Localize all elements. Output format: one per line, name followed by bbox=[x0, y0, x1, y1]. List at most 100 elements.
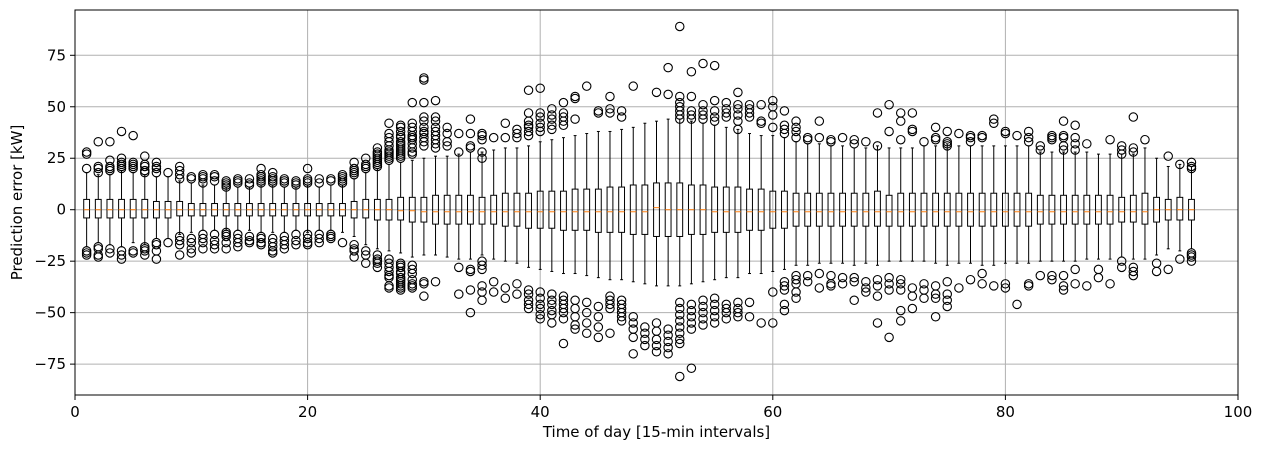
box-group bbox=[349, 157, 359, 262]
outlier-point bbox=[407, 143, 418, 153]
outlier-point bbox=[349, 252, 359, 262]
box-group bbox=[593, 106, 604, 343]
outlier-point bbox=[802, 270, 813, 281]
outlier-point bbox=[605, 328, 615, 338]
box-group bbox=[442, 122, 452, 258]
outlier-point bbox=[174, 235, 185, 246]
outlier-point bbox=[756, 118, 766, 128]
outlier-point bbox=[977, 130, 987, 141]
outlier-point bbox=[965, 137, 976, 147]
outlier-point bbox=[861, 277, 871, 287]
box-group bbox=[919, 137, 929, 303]
box-group bbox=[826, 134, 836, 291]
box-group bbox=[477, 128, 487, 306]
outlier-point bbox=[663, 62, 673, 73]
box bbox=[978, 192, 986, 227]
box bbox=[560, 190, 567, 231]
outlier-point bbox=[512, 128, 522, 139]
outlier-point bbox=[907, 126, 918, 137]
y-tick-label: 25 bbox=[47, 149, 66, 167]
box bbox=[83, 198, 91, 219]
outlier-point bbox=[407, 264, 418, 275]
outlier-point bbox=[233, 242, 243, 252]
outlier-point bbox=[395, 262, 406, 273]
outlier-point bbox=[593, 332, 604, 343]
outlier-point bbox=[547, 120, 557, 131]
outlier-point bbox=[128, 248, 138, 258]
outlier-point bbox=[477, 287, 487, 297]
outlier-point bbox=[105, 244, 115, 254]
outlier-point bbox=[663, 330, 673, 341]
outlier-point bbox=[930, 289, 941, 299]
outlier-point bbox=[512, 279, 522, 289]
outlier-point bbox=[1186, 163, 1197, 174]
outlier-point bbox=[267, 178, 278, 188]
outlier-point bbox=[186, 233, 197, 244]
box bbox=[397, 196, 405, 221]
box bbox=[478, 196, 486, 225]
outlier-point bbox=[198, 174, 208, 184]
box bbox=[408, 196, 416, 223]
outlier-point bbox=[733, 99, 743, 110]
box bbox=[141, 198, 149, 219]
box-group bbox=[1023, 126, 1034, 291]
outlier-point bbox=[151, 246, 162, 256]
outlier-point bbox=[454, 147, 464, 157]
outlier-point bbox=[465, 307, 476, 318]
outlier-point bbox=[605, 108, 615, 118]
outlier-point bbox=[407, 149, 418, 159]
outlier-point bbox=[186, 174, 197, 184]
outlier-point bbox=[163, 167, 173, 178]
outlier-point bbox=[570, 295, 580, 306]
outlier-point bbox=[640, 322, 650, 332]
box bbox=[571, 188, 579, 231]
outlier-point bbox=[814, 132, 825, 143]
outlier-point bbox=[744, 108, 755, 118]
outlier-point bbox=[581, 297, 592, 308]
box bbox=[653, 182, 660, 237]
outlier-point bbox=[872, 274, 883, 285]
outlier-point bbox=[407, 97, 418, 108]
box bbox=[629, 184, 637, 235]
box-group bbox=[942, 126, 952, 312]
outlier-point bbox=[698, 320, 708, 330]
outlier-point bbox=[244, 174, 255, 184]
outlier-point bbox=[384, 281, 394, 291]
box-group bbox=[640, 122, 650, 351]
box-group bbox=[140, 151, 150, 260]
outlier-point bbox=[698, 295, 708, 306]
outlier-point bbox=[884, 332, 894, 343]
outlier-point bbox=[721, 303, 732, 314]
box bbox=[501, 192, 509, 227]
box-group bbox=[337, 169, 348, 248]
outlier-point bbox=[186, 248, 197, 258]
outlier-point bbox=[419, 97, 429, 108]
outlier-point bbox=[709, 95, 720, 106]
y-tick-label: 0 bbox=[56, 201, 66, 219]
box-group bbox=[1163, 151, 1173, 275]
box bbox=[118, 198, 125, 219]
outlier-point bbox=[116, 163, 127, 174]
outlier-point bbox=[1012, 130, 1022, 141]
box bbox=[467, 194, 474, 225]
outlier-point bbox=[326, 176, 336, 186]
outlier-point bbox=[419, 112, 429, 122]
outlier-point bbox=[1070, 264, 1080, 275]
outlier-point bbox=[733, 87, 743, 98]
outlier-point bbox=[535, 287, 545, 297]
box bbox=[94, 198, 102, 219]
box-group bbox=[721, 97, 732, 324]
box-group bbox=[221, 176, 231, 254]
outlier-point bbox=[930, 122, 941, 133]
outlier-point bbox=[1093, 272, 1104, 283]
outlier-point bbox=[791, 132, 801, 143]
outlier-point bbox=[465, 143, 476, 153]
outlier-point bbox=[895, 285, 906, 295]
outlier-point bbox=[1128, 143, 1139, 153]
outlier-point bbox=[616, 106, 627, 116]
box-group bbox=[744, 99, 755, 322]
outlier-point bbox=[291, 180, 301, 190]
x-tick-label: 100 bbox=[1224, 403, 1253, 421]
outlier-point bbox=[151, 167, 162, 178]
outlier-point bbox=[1128, 266, 1139, 277]
